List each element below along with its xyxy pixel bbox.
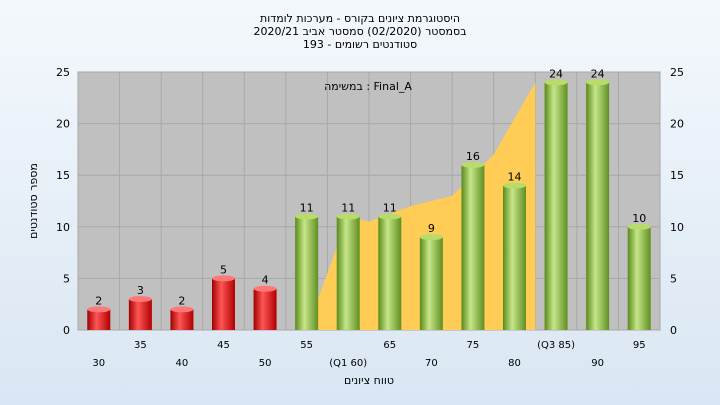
bars-group: [87, 79, 651, 330]
data-label: 4: [262, 274, 269, 287]
bar-50: [253, 288, 277, 330]
data-label: 10: [632, 212, 646, 225]
y-tick-right: 0: [670, 324, 677, 337]
y-tick-right: 20: [670, 118, 684, 131]
x-tick: (Q1 60): [329, 358, 367, 369]
bar-95: [627, 226, 651, 330]
x-tick: 80: [508, 358, 521, 369]
y-tick-right: 5: [670, 272, 677, 285]
bar-40: [170, 309, 194, 330]
data-label: 11: [300, 201, 314, 214]
y-axis-label: מספר סטודנטים: [27, 163, 40, 239]
data-label: 3: [137, 284, 144, 297]
bar-cap: [503, 182, 526, 189]
data-label: 11: [341, 201, 355, 214]
x-tick: 40: [176, 358, 189, 369]
bar-cap: [336, 213, 360, 220]
x-tick: (Q3 85): [537, 340, 575, 351]
bar-45: [212, 278, 235, 330]
legend-note: במשימה : Final_A: [324, 80, 412, 93]
bar-55: [295, 216, 319, 330]
x-axis-label: טווח ציונים: [344, 374, 394, 387]
bar-cap: [461, 161, 485, 168]
bar-30: [87, 309, 111, 330]
y-tick-right: 10: [670, 221, 684, 234]
data-label: 14: [508, 171, 522, 184]
bar-35: [128, 299, 152, 330]
y-tick-left: 0: [63, 324, 70, 337]
y-tick-left: 20: [56, 118, 70, 131]
y-tick-left: 15: [56, 169, 70, 182]
data-label: 24: [549, 67, 563, 80]
y-ticks-left: 0 5 10 15 20 25: [56, 66, 70, 337]
y-ticks-right: 0 5 10 15 20 25: [670, 66, 684, 337]
bar-cap: [544, 79, 568, 86]
data-label: 5: [220, 263, 227, 276]
x-tick: 30: [92, 358, 105, 369]
bar-cap: [378, 213, 402, 220]
chart-title-line-3: סטודנטים רשומים - 193: [303, 38, 417, 51]
x-tick: 95: [633, 340, 646, 351]
bar-cap: [627, 223, 651, 230]
bar-75: [461, 164, 485, 330]
chart-title-line-1: היסטוגרמת ציונים בקורס - מערכות לומדות: [260, 12, 460, 25]
bar-cap: [128, 296, 152, 303]
bar-70: [419, 237, 443, 330]
y-tick-left: 25: [56, 66, 70, 79]
bar-(Q3 85): [544, 82, 568, 330]
data-label: 9: [428, 222, 435, 235]
x-tick: 45: [217, 340, 230, 351]
chart-title-line-2: בסמסטר (02/2020) סמסטר אביב 2020/21: [253, 25, 466, 38]
x-tick: 70: [425, 358, 438, 369]
x-ticks: 30 35 40 45 50 55 (Q1 60) 65 70 75 80 (Q3 85) 90 95: [92, 340, 645, 369]
bar-90: [586, 82, 610, 330]
data-label: 24: [591, 67, 605, 80]
x-tick: 55: [300, 340, 313, 351]
data-label: 16: [466, 150, 480, 163]
bar-cap: [212, 275, 235, 282]
data-label: 2: [178, 294, 185, 307]
x-tick: 65: [383, 340, 396, 351]
y-tick-right: 15: [670, 169, 684, 182]
y-tick-left: 5: [63, 272, 70, 285]
x-tick: 90: [591, 358, 604, 369]
data-label: 2: [95, 294, 102, 307]
bar-cap: [586, 79, 610, 86]
bar-cap: [87, 306, 111, 313]
bar-cap: [253, 285, 277, 292]
bar-80: [503, 185, 526, 330]
data-label: 11: [383, 201, 397, 214]
x-tick: 50: [259, 358, 272, 369]
x-tick: 75: [467, 340, 480, 351]
bar-65: [378, 216, 402, 330]
bar-cap: [295, 213, 319, 220]
x-tick: 35: [134, 340, 147, 351]
y-tick-right: 25: [670, 66, 684, 79]
data-labels: 2 3 2 5 4 11 11 11 9 16 14 24 24 10: [95, 67, 646, 307]
y-tick-left: 10: [56, 221, 70, 234]
bar-cap: [170, 306, 194, 313]
bar-cap: [419, 234, 443, 241]
bar-(Q1 60): [336, 216, 360, 330]
